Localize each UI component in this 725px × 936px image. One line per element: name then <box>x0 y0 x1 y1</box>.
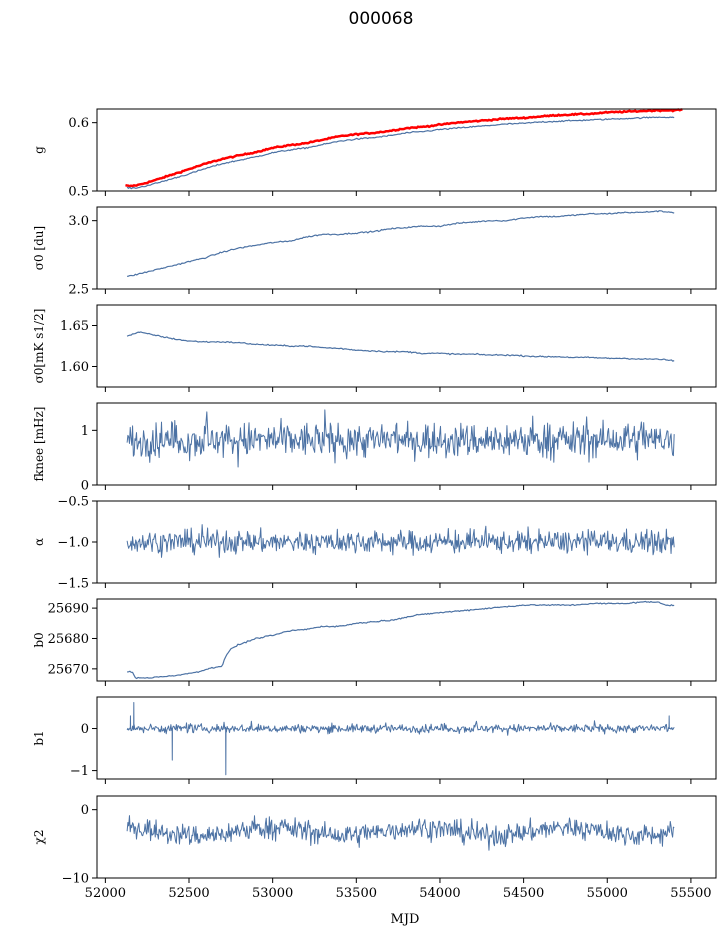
y-tick-label: 0 <box>81 803 89 818</box>
figure-title: 000068 <box>349 9 414 29</box>
y-tick-label: −1.0 <box>57 536 89 551</box>
y-tick-label: 2.5 <box>68 283 89 298</box>
y-tick-label: 25680 <box>48 632 89 647</box>
y-axis-label-b1: b1 <box>32 730 46 745</box>
y-axis-label-g: g <box>32 146 46 154</box>
series-line-b1-0 <box>126 701 675 776</box>
series-line-g-1 <box>126 116 675 190</box>
y-axis-label-alpha: α <box>32 538 46 546</box>
y-tick-label: 0 <box>81 479 89 494</box>
panel-sigma0_du: 2.5 3.0 σ0 [du] <box>32 206 717 298</box>
panel-chi2: −10 0 52000 52500 53000 53500 54000 54500 55000 5… <box>32 795 717 901</box>
y-axis-label-fknee: fknee [mHz] <box>32 407 46 482</box>
y-tick-label: 25690 <box>48 602 89 617</box>
axes-frame-chi2 <box>96 795 717 879</box>
y-tick-label: 0 <box>81 722 89 737</box>
series-line-chi2-0 <box>126 815 675 851</box>
axes-frame-sigma0_mK <box>96 304 717 388</box>
axes-frame-g <box>96 108 717 192</box>
panel-alpha: −1.5 −1.0 −0.5 α <box>32 495 717 592</box>
y-tick-label: 0.6 <box>68 116 89 131</box>
y-tick-label: 0.5 <box>68 185 89 200</box>
x-tick-label: 54000 <box>419 886 460 901</box>
x-tick-label: 54500 <box>503 886 544 901</box>
panel-g: 0.5 0.6 g <box>32 108 717 200</box>
x-axis-label: MJD <box>391 912 420 927</box>
panel-b1: −1 0 b1 <box>32 696 717 784</box>
axes-frame-sigma0_du <box>96 206 717 290</box>
y-tick-label: 1.60 <box>60 360 89 375</box>
y-axis-label-sigma0_du: σ0 [du] <box>32 226 46 270</box>
panel-fknee: 0 1 fknee [mHz] <box>32 402 717 494</box>
x-tick-label: 53500 <box>336 886 377 901</box>
y-tick-label: 1 <box>81 424 89 439</box>
y-tick-label: 25670 <box>48 662 89 677</box>
series-line-g-0 <box>125 108 683 188</box>
x-tick-label: 53000 <box>252 886 293 901</box>
panels: 0.5 0.6 g 2.5 3.0 σ0 [du] 1.60 1.65 σ0[mK s1/2] 0… <box>32 108 717 901</box>
y-tick-label: −1.5 <box>57 577 89 592</box>
axes-frame-b1 <box>96 696 717 780</box>
y-axis-label-sigma0_mK: σ0[mK s1/2] <box>32 309 46 384</box>
series-line-alpha-0 <box>126 524 675 558</box>
panel-sigma0_mK: 1.60 1.65 σ0[mK s1/2] <box>32 304 717 392</box>
x-tick-label: 55500 <box>670 886 711 901</box>
series-line-sigma0_du-0 <box>126 210 675 278</box>
x-tick-label: 52500 <box>168 886 209 901</box>
series-line-b0-0 <box>127 600 675 680</box>
x-tick-label: 52000 <box>85 886 126 901</box>
y-tick-label: −0.5 <box>57 495 89 510</box>
y-tick-label: −1 <box>70 764 89 779</box>
axes-frame-fknee <box>96 402 717 486</box>
axes-frame-b0 <box>96 598 717 682</box>
y-tick-label: 1.65 <box>60 319 89 334</box>
y-tick-label: 3.0 <box>68 214 89 229</box>
y-tick-label: −10 <box>62 872 89 887</box>
series-line-sigma0_mK-0 <box>126 331 675 362</box>
series-line-fknee-0 <box>126 409 675 468</box>
y-axis-label-b0: b0 <box>32 632 46 647</box>
x-tick-label: 55000 <box>587 886 628 901</box>
y-axis-label-chi2: χ2 <box>32 830 46 845</box>
